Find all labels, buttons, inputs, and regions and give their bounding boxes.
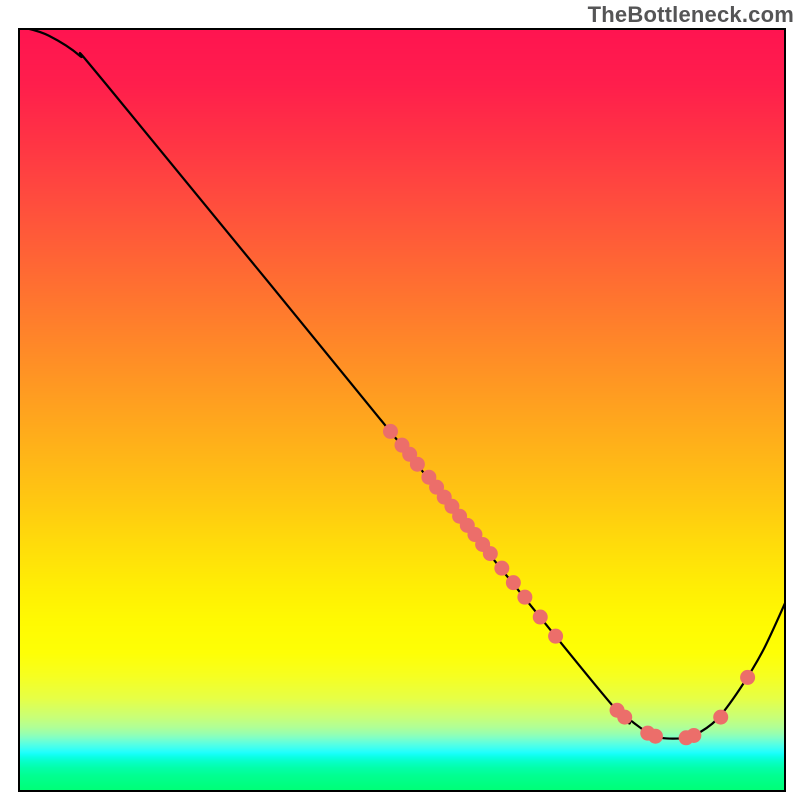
data-marker [533, 610, 548, 625]
curve-line [18, 27, 786, 738]
data-marker [548, 629, 563, 644]
data-marker [648, 729, 663, 744]
data-marker [713, 710, 728, 725]
chart-container: TheBottleneck.com [0, 0, 800, 800]
data-marker [686, 728, 701, 743]
data-marker [506, 575, 521, 590]
data-marker [517, 590, 532, 605]
data-marker [483, 546, 498, 561]
data-marker [494, 561, 509, 576]
data-marker [410, 457, 425, 472]
data-marker [383, 424, 398, 439]
watermark-text: TheBottleneck.com [588, 2, 794, 28]
plot-svg [0, 0, 800, 800]
data-marker [617, 710, 632, 725]
data-marker [740, 670, 755, 685]
